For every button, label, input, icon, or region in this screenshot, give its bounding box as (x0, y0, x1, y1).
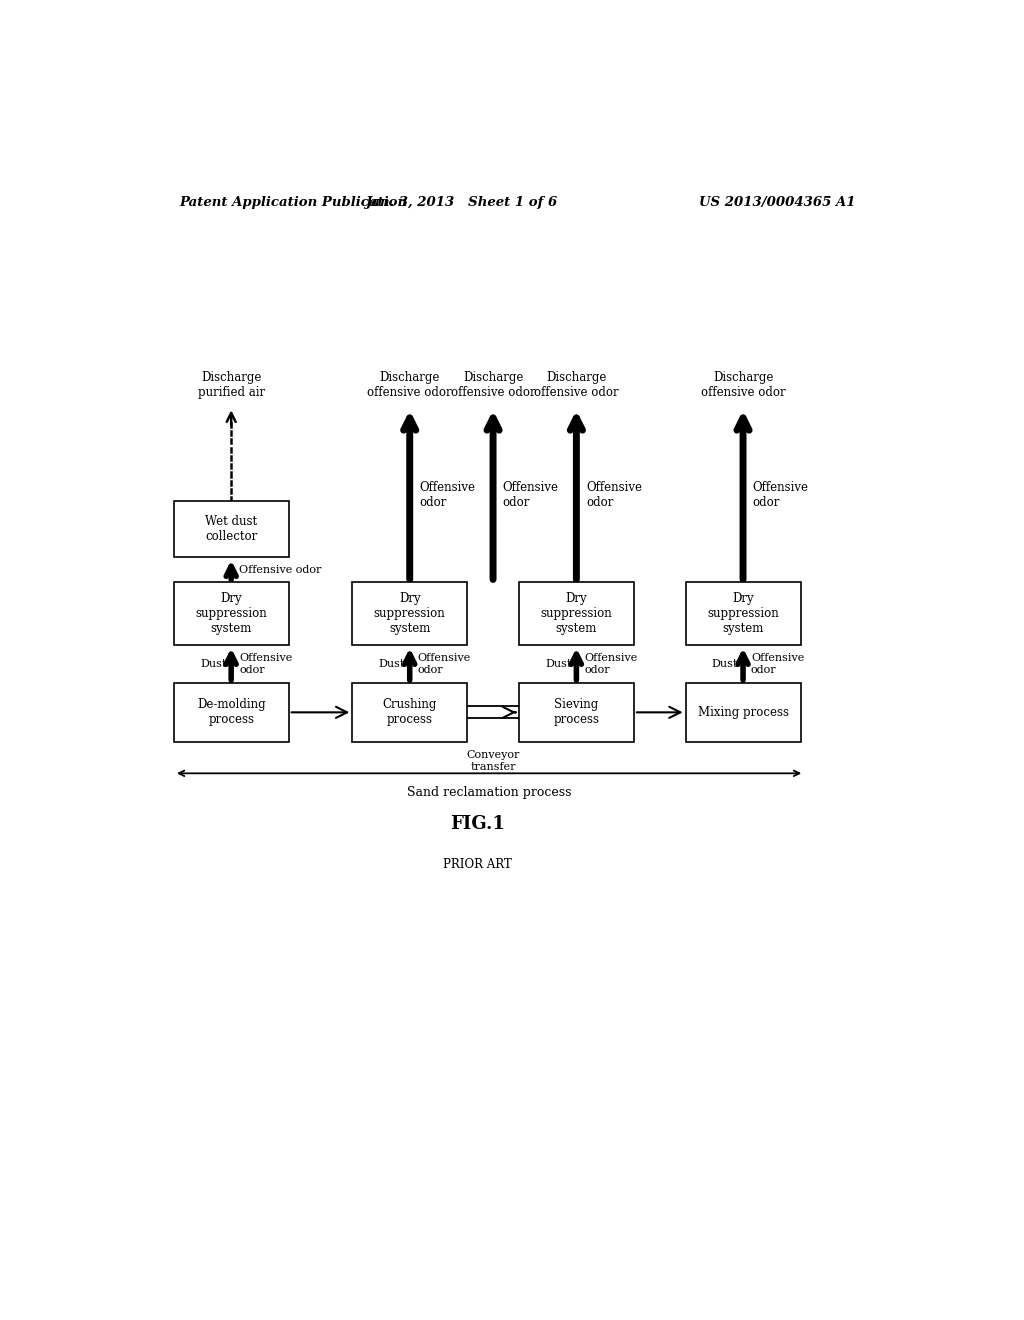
FancyBboxPatch shape (174, 582, 289, 645)
Text: Patent Application Publication: Patent Application Publication (179, 195, 408, 209)
Text: Offensive
odor: Offensive odor (586, 480, 642, 508)
Text: Conveyor
transfer: Conveyor transfer (466, 750, 520, 772)
FancyBboxPatch shape (352, 682, 467, 742)
Text: Dust: Dust (712, 659, 738, 669)
Text: Dry
suppression
system: Dry suppression system (541, 593, 612, 635)
FancyBboxPatch shape (685, 682, 801, 742)
Text: Sieving
process: Sieving process (553, 698, 599, 726)
FancyBboxPatch shape (519, 582, 634, 645)
Text: Sand reclamation process: Sand reclamation process (407, 785, 571, 799)
FancyBboxPatch shape (685, 582, 801, 645)
FancyBboxPatch shape (174, 502, 289, 557)
Text: Crushing
process: Crushing process (383, 698, 437, 726)
Text: Discharge
offensive odor: Discharge offensive odor (451, 371, 536, 399)
Text: Dry
suppression
system: Dry suppression system (708, 593, 779, 635)
Text: Offensive
odor: Offensive odor (419, 480, 475, 508)
Text: Offensive
odor: Offensive odor (240, 653, 293, 675)
Text: Dust: Dust (200, 659, 226, 669)
Text: Discharge
offensive odor: Discharge offensive odor (368, 371, 452, 399)
Text: Offensive
odor: Offensive odor (751, 653, 804, 675)
FancyBboxPatch shape (174, 682, 289, 742)
FancyBboxPatch shape (352, 582, 467, 645)
Text: Dust: Dust (545, 659, 571, 669)
Text: Mixing process: Mixing process (697, 706, 788, 719)
Text: Offensive
odor: Offensive odor (503, 480, 558, 508)
Text: Offensive odor: Offensive odor (240, 565, 322, 574)
Text: De-molding
process: De-molding process (197, 698, 265, 726)
Text: Jan. 3, 2013   Sheet 1 of 6: Jan. 3, 2013 Sheet 1 of 6 (366, 195, 557, 209)
Text: Wet dust
collector: Wet dust collector (205, 515, 257, 544)
FancyBboxPatch shape (519, 682, 634, 742)
Text: Dry
suppression
system: Dry suppression system (196, 593, 267, 635)
Text: Dust: Dust (379, 659, 404, 669)
Text: PRIOR ART: PRIOR ART (442, 858, 512, 871)
Text: Discharge
offensive odor: Discharge offensive odor (700, 371, 785, 399)
Text: FIG.1: FIG.1 (450, 816, 505, 833)
Text: Dry
suppression
system: Dry suppression system (374, 593, 445, 635)
Text: Discharge
offensive odor: Discharge offensive odor (535, 371, 618, 399)
Text: Offensive
odor: Offensive odor (585, 653, 638, 675)
Text: US 2013/0004365 A1: US 2013/0004365 A1 (699, 195, 856, 209)
Text: Discharge
purified air: Discharge purified air (198, 371, 265, 399)
Text: Offensive
odor: Offensive odor (753, 480, 809, 508)
Text: Offensive
odor: Offensive odor (418, 653, 471, 675)
